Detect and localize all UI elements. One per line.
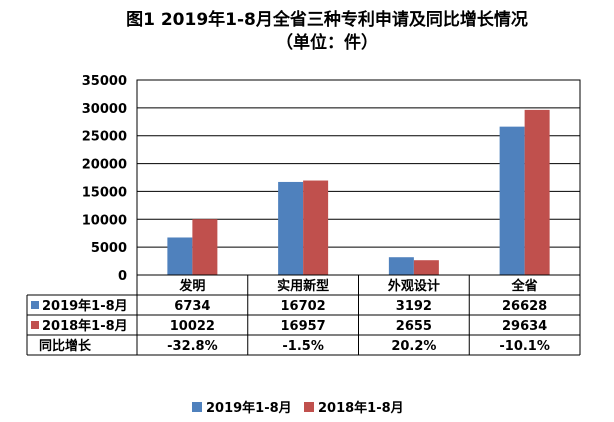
x-category-label: 实用新型 <box>277 278 329 294</box>
bar-2019 <box>167 237 193 275</box>
chart-title: 图1 2019年1-8月全省三种专利申请及同比增长情况 <box>126 10 528 30</box>
bar-chart: 0 5000 10000 15000 20000 25000 30000 35000 发明 实用新… <box>26 74 581 356</box>
table-cell: 10022 <box>170 319 215 334</box>
table-cell: -1.5% <box>282 339 323 354</box>
legend-item-2019: 2019年1-8月 <box>192 397 292 416</box>
table-cell: 16957 <box>281 319 326 334</box>
chart-subtitle: （单位：件） <box>276 33 378 53</box>
table-cell: 6734 <box>174 299 210 314</box>
bar-2018 <box>303 180 329 275</box>
table-legend-key <box>31 301 39 309</box>
table-cell: -10.1% <box>499 339 550 354</box>
table-legend-key <box>31 321 39 329</box>
legend-swatch-2018 <box>304 401 314 412</box>
table-row-label: 同比增长 <box>39 338 92 354</box>
bar-2018 <box>192 219 218 275</box>
table-row-label: 2019年1-8月 <box>42 298 128 314</box>
table-cell: 16702 <box>281 299 326 314</box>
legend-label-2019: 2019年1-8月 <box>206 401 292 416</box>
table-cell: 3192 <box>396 299 432 314</box>
legend: 2019年1-8月 2018年1-8月 <box>0 397 614 417</box>
bar-2019 <box>388 257 414 275</box>
bar-2019 <box>499 126 525 275</box>
table-cell: 2655 <box>396 319 432 334</box>
y-tick-label: 30000 <box>82 102 127 117</box>
table-cell: -32.8% <box>167 339 218 354</box>
y-tick-label: 15000 <box>82 185 127 200</box>
legend-label-2018: 2018年1-8月 <box>318 401 404 416</box>
y-tick-label: 5000 <box>91 241 127 256</box>
y-tick-label: 20000 <box>82 158 127 173</box>
table-cell: 29634 <box>502 319 547 334</box>
bar-2018 <box>524 109 550 275</box>
x-category-label: 外观设计 <box>387 278 440 294</box>
y-tick-label: 25000 <box>82 130 127 145</box>
x-category-label: 发明 <box>178 278 205 294</box>
bar-2019 <box>278 181 304 275</box>
bar-2018 <box>413 260 439 275</box>
y-tick-label: 35000 <box>82 74 127 89</box>
x-category-label: 全省 <box>511 278 538 294</box>
legend-swatch-2019 <box>192 401 202 412</box>
legend-item-2018: 2018年1-8月 <box>304 397 404 416</box>
y-tick-label: 0 <box>118 269 127 284</box>
table-cell: 20.2% <box>391 339 436 354</box>
table-row-label: 2018年1-8月 <box>42 318 128 334</box>
y-tick-label: 10000 <box>82 213 127 228</box>
table-cell: 26628 <box>502 299 547 314</box>
